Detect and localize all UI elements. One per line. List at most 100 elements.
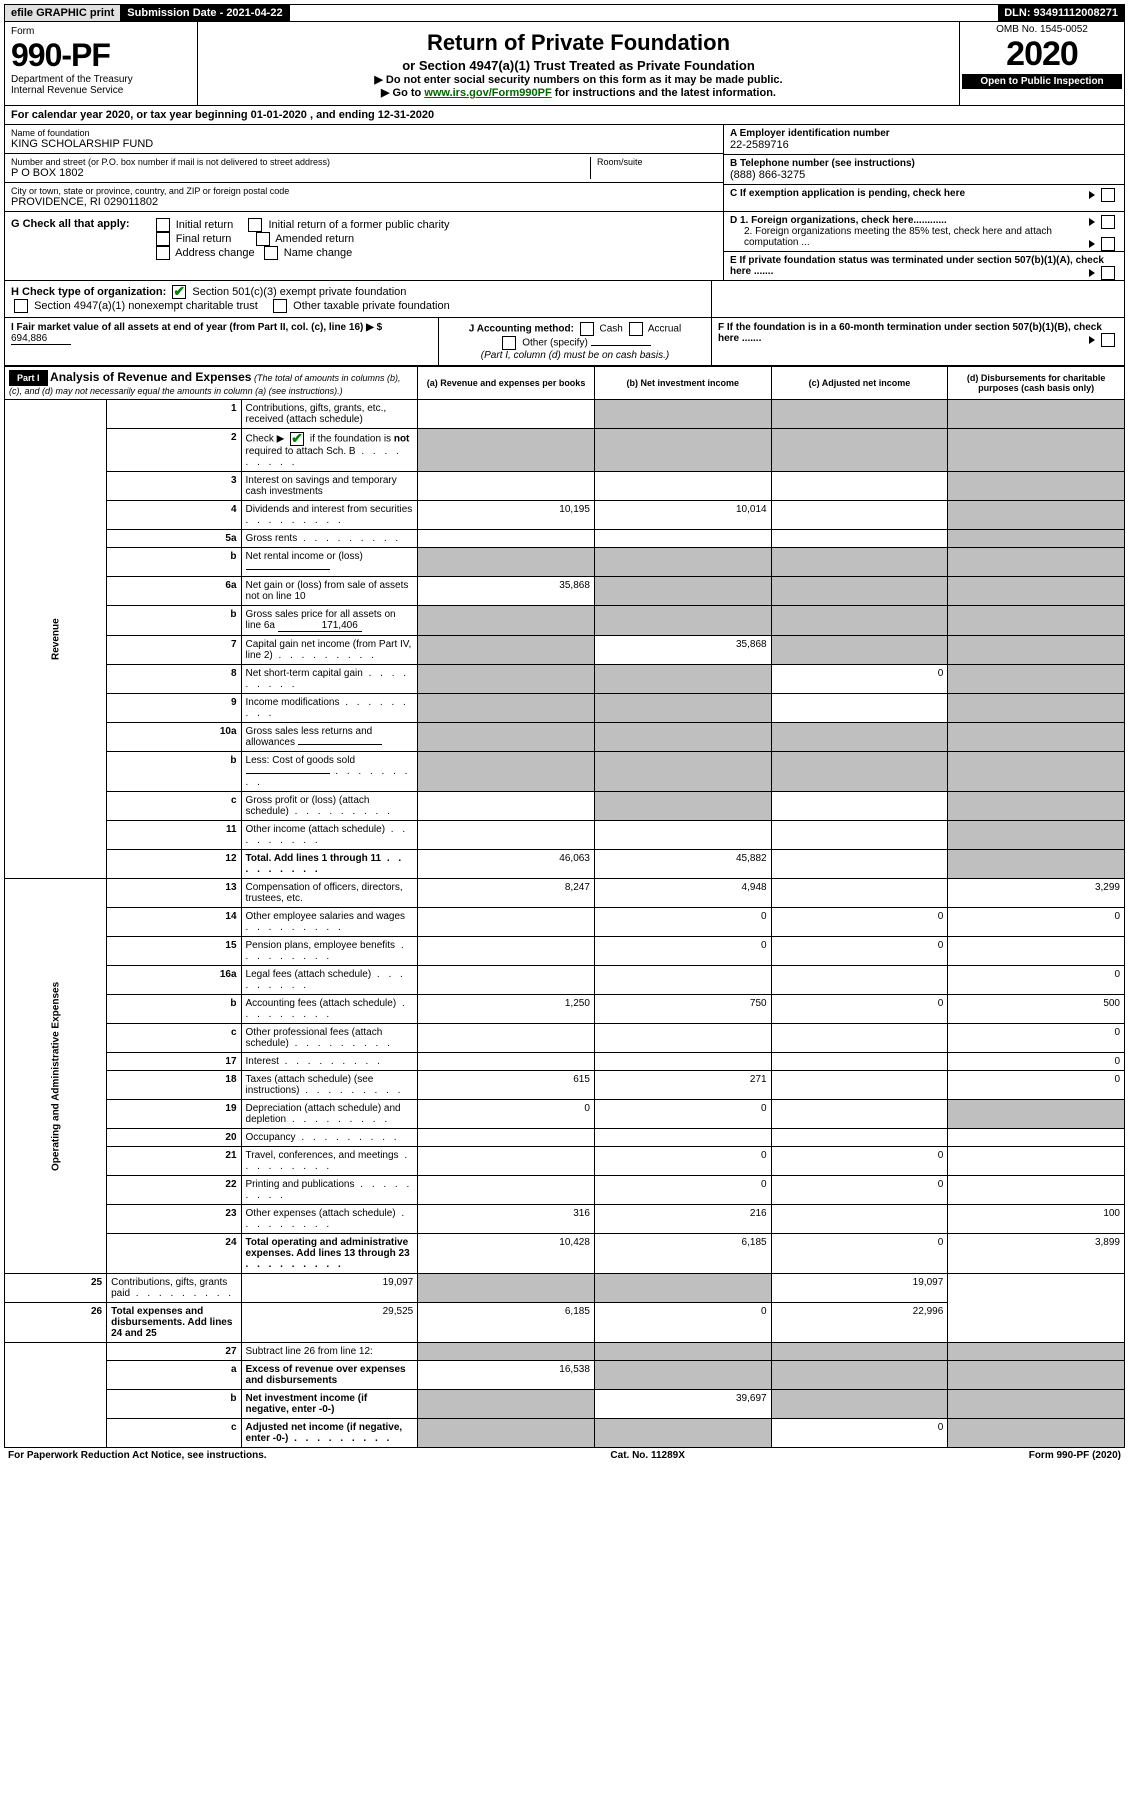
top-bar: efile GRAPHIC print Submission Date - 20… bbox=[4, 4, 1125, 22]
c-label: C If exemption application is pending, c… bbox=[730, 188, 965, 199]
j-other-checkbox[interactable] bbox=[502, 336, 516, 350]
f-checkbox[interactable] bbox=[1101, 333, 1115, 347]
open-public: Open to Public Inspection bbox=[962, 74, 1122, 89]
amount-cell bbox=[418, 937, 595, 966]
side-expenses: Operating and Administrative Expenses bbox=[5, 879, 107, 1274]
d1-checkbox[interactable] bbox=[1101, 215, 1115, 229]
line-number: 1 bbox=[107, 400, 241, 429]
line-number: 5a bbox=[107, 530, 241, 548]
line-description: Check ▶ if the foundation is not require… bbox=[241, 429, 418, 472]
city-state-zip: PROVIDENCE, RI 029011802 bbox=[11, 196, 717, 208]
amount-cell: 35,868 bbox=[594, 636, 771, 665]
amount-cell: 100 bbox=[948, 1205, 1125, 1234]
amount-cell bbox=[771, 821, 948, 850]
amount-cell bbox=[418, 1129, 595, 1147]
amount-cell: 0 bbox=[948, 1053, 1125, 1071]
room-label: Room/suite bbox=[597, 157, 717, 167]
line-description: Contributions, gifts, grants paid bbox=[107, 1274, 241, 1303]
line-number: 18 bbox=[107, 1071, 241, 1100]
amount-cell bbox=[948, 501, 1125, 530]
amount-cell: 3,299 bbox=[948, 879, 1125, 908]
amount-cell bbox=[771, 530, 948, 548]
entity-info: Name of foundation KING SCHOLARSHIP FUND… bbox=[4, 125, 1125, 212]
efile-print-button[interactable]: efile GRAPHIC print bbox=[5, 5, 121, 21]
amount-cell: 22,996 bbox=[771, 1303, 948, 1343]
amount-cell bbox=[418, 636, 595, 665]
omb-number: OMB No. 1545-0052 bbox=[962, 24, 1122, 35]
line-description: Capital gain net income (from Part IV, l… bbox=[241, 636, 418, 665]
line-description: Subtract line 26 from line 12: bbox=[241, 1343, 418, 1361]
schb-checkbox[interactable] bbox=[290, 432, 304, 446]
line-description: Legal fees (attach schedule) bbox=[241, 966, 418, 995]
line-number: 10a bbox=[107, 723, 241, 752]
g-name-checkbox[interactable] bbox=[264, 246, 278, 260]
amount-cell bbox=[771, 429, 948, 472]
col-b-header: (b) Net investment income bbox=[594, 367, 771, 400]
amount-cell bbox=[948, 821, 1125, 850]
j-accrual-checkbox[interactable] bbox=[629, 322, 643, 336]
h-other-checkbox[interactable] bbox=[273, 299, 287, 313]
line-number: b bbox=[107, 1390, 241, 1419]
line-number: 19 bbox=[107, 1100, 241, 1129]
amount-cell bbox=[948, 472, 1125, 501]
h-501c3-checkbox[interactable] bbox=[172, 285, 186, 299]
line-description: Pension plans, employee benefits bbox=[241, 937, 418, 966]
h-4947-checkbox[interactable] bbox=[14, 299, 28, 313]
amount-cell bbox=[418, 530, 595, 548]
line-number: 20 bbox=[107, 1129, 241, 1147]
g-amended-checkbox[interactable] bbox=[256, 232, 270, 246]
line-number: 6a bbox=[107, 577, 241, 606]
amount-cell: 0 bbox=[948, 1071, 1125, 1100]
amount-cell bbox=[418, 966, 595, 995]
amount-cell bbox=[594, 752, 771, 792]
amount-cell bbox=[418, 606, 595, 636]
amount-cell: 45,882 bbox=[594, 850, 771, 879]
amount-cell bbox=[594, 606, 771, 636]
c-checkbox[interactable] bbox=[1101, 188, 1115, 202]
amount-cell: 271 bbox=[594, 1071, 771, 1100]
amount-cell: 0 bbox=[594, 1147, 771, 1176]
line-number: 4 bbox=[107, 501, 241, 530]
i-label: I Fair market value of all assets at end… bbox=[11, 322, 382, 333]
amount-cell bbox=[948, 752, 1125, 792]
e-checkbox[interactable] bbox=[1101, 266, 1115, 280]
dept-treasury: Department of the Treasury bbox=[11, 74, 191, 85]
amount-cell bbox=[418, 1390, 595, 1419]
line-number: 17 bbox=[107, 1053, 241, 1071]
foundation-name: KING SCHOLARSHIP FUND bbox=[11, 138, 717, 150]
g-address-checkbox[interactable] bbox=[156, 246, 170, 260]
amount-cell bbox=[771, 792, 948, 821]
line-number: b bbox=[107, 752, 241, 792]
line-description: Other income (attach schedule) bbox=[241, 821, 418, 850]
page-footer: For Paperwork Reduction Act Notice, see … bbox=[4, 1448, 1125, 1463]
g-final-checkbox[interactable] bbox=[156, 232, 170, 246]
h-opt3: Other taxable private foundation bbox=[293, 300, 450, 312]
amount-cell bbox=[594, 1024, 771, 1053]
amount-cell bbox=[771, 636, 948, 665]
form-label: Form bbox=[11, 26, 191, 37]
name-label: Name of foundation bbox=[11, 128, 717, 138]
line-number: 11 bbox=[107, 821, 241, 850]
line-description: Net rental income or (loss) bbox=[241, 548, 418, 577]
amount-cell bbox=[594, 400, 771, 429]
amount-cell bbox=[771, 879, 948, 908]
line-number: c bbox=[107, 1419, 241, 1448]
j-cash-checkbox[interactable] bbox=[580, 322, 594, 336]
irs-link[interactable]: www.irs.gov/Form990PF bbox=[424, 87, 551, 99]
amount-cell bbox=[771, 577, 948, 606]
amount-cell bbox=[594, 1343, 771, 1361]
amount-cell bbox=[948, 400, 1125, 429]
g-initial-former-checkbox[interactable] bbox=[248, 218, 262, 232]
h-section: H Check type of organization: Section 50… bbox=[4, 281, 1125, 318]
amount-cell: 8,247 bbox=[418, 879, 595, 908]
amount-cell bbox=[948, 1100, 1125, 1129]
arrow-icon bbox=[1089, 191, 1095, 199]
g-initial-checkbox[interactable] bbox=[156, 218, 170, 232]
amount-cell: 0 bbox=[594, 1100, 771, 1129]
amount-cell: 0 bbox=[594, 1176, 771, 1205]
amount-cell bbox=[418, 752, 595, 792]
line-description: Total. Add lines 1 through 11 bbox=[241, 850, 418, 879]
d2-checkbox[interactable] bbox=[1101, 237, 1115, 251]
form-ref: Form 990-PF (2020) bbox=[1029, 1450, 1121, 1461]
amount-cell bbox=[418, 792, 595, 821]
